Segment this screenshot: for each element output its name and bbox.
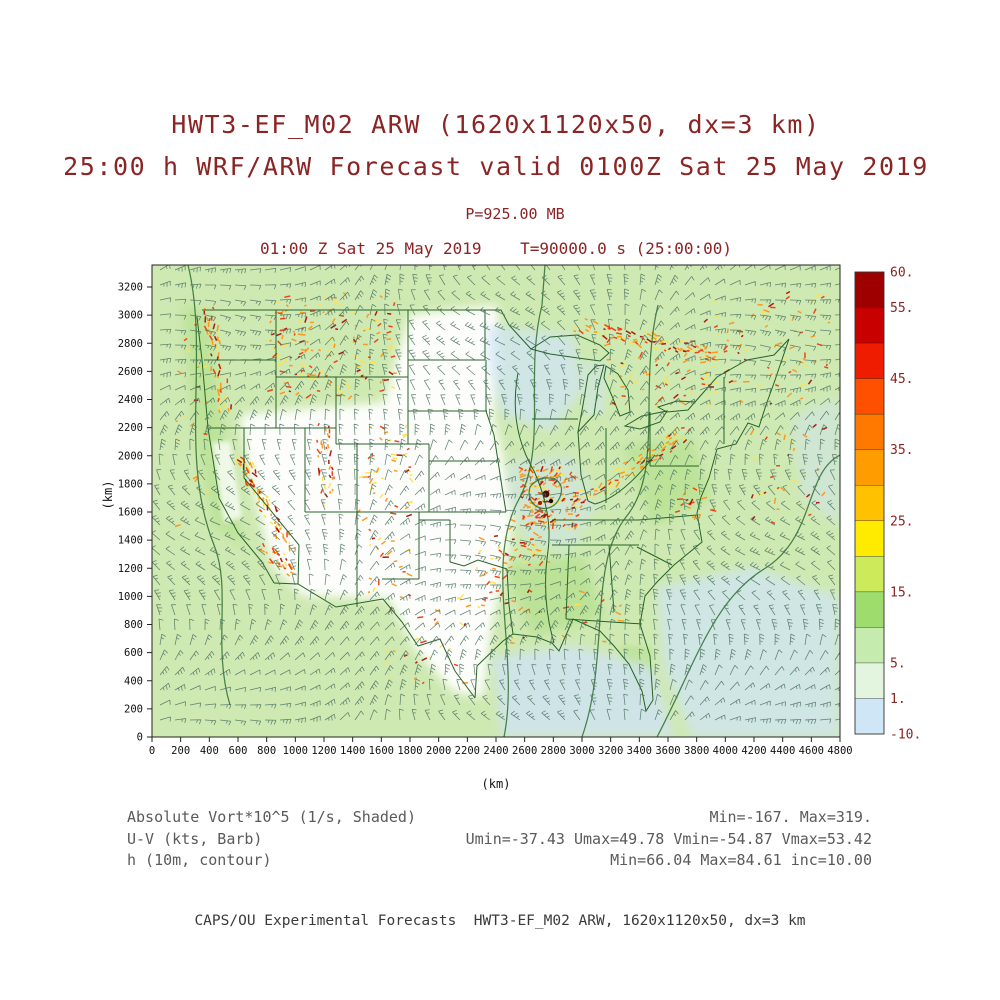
colorbar: 60. 55. 45. 35. 25. 15. 5. 1. -10. (854, 266, 921, 743)
x-tick-label: 4400 (770, 745, 795, 757)
legend-row-shaded: Absolute Vort*10^5 (1/s, Shaded) Min=-16… (127, 807, 872, 829)
legend-shaded-minmax: Min=-167. Max=319. (709, 808, 872, 826)
y-tick-label: 3000 (118, 310, 143, 322)
colorbar-tick-label: 1. (890, 692, 906, 707)
x-tick-label: 1800 (397, 745, 422, 757)
y-axis-unit-label: (km) (101, 480, 115, 510)
x-tick-label: 1400 (340, 745, 365, 757)
height-contour-lines (187, 265, 840, 737)
state-borders (196, 309, 790, 713)
y-tick-label: 2200 (118, 422, 143, 434)
legend-contour-minmax: Min=66.04 Max=84.61 inc=10.00 (610, 851, 872, 869)
y-tick-label: 2800 (118, 338, 143, 350)
colorbar-tick-label: 15. (890, 585, 913, 600)
field-legend: Absolute Vort*10^5 (1/s, Shaded) Min=-16… (127, 807, 872, 872)
y-tick-label: 1200 (118, 563, 143, 575)
colorbar-tick-label: 55. (890, 301, 913, 316)
x-tick-label: 4200 (741, 745, 766, 757)
x-tick-label: 4600 (799, 745, 824, 757)
x-axis-unit-label: (km) (481, 777, 511, 791)
x-tick-label: 3400 (627, 745, 652, 757)
x-tick-label: 200 (171, 745, 190, 757)
y-tick-label: 2400 (118, 394, 143, 406)
y-tick-label: 1000 (118, 591, 143, 603)
x-tick-label: 1600 (369, 745, 394, 757)
x-tick-label: 600 (229, 745, 248, 757)
x-tick-label: 4800 (827, 745, 852, 757)
y-tick-label: 200 (124, 703, 143, 715)
x-tick-label: 3800 (684, 745, 709, 757)
map-canvas (152, 265, 840, 737)
legend-shaded-name: Absolute Vort*10^5 (1/s, Shaded) (127, 808, 416, 826)
footer-caption: CAPS/OU Experimental Forecasts HWT3-EF_M… (194, 913, 806, 929)
y-tick-label: 2600 (118, 366, 143, 378)
wind-barbs (152, 265, 840, 726)
legend-row-wind: U-V (kts, Barb) Umin=-37.43 Umax=49.78 V… (127, 829, 872, 851)
legend-wind-minmax: Umin=-37.43 Umax=49.78 Vmin=-54.87 Vmax=… (465, 829, 872, 848)
y-tick-label: 400 (124, 675, 143, 687)
x-tick-label: 2600 (512, 745, 537, 757)
y-tick-label: 3200 (118, 282, 143, 294)
vorticity-shading-streaks (174, 289, 831, 685)
x-tick-label: 2000 (426, 745, 451, 757)
y-tick-label: 800 (124, 619, 143, 631)
axis-ticks: 0 200 400 600 800 1000 1200 1400 1600 1800 2000 220… (118, 282, 853, 758)
y-tick-label: 1400 (118, 535, 143, 547)
x-tick-label: 1200 (311, 745, 336, 757)
y-tick-label: 600 (124, 647, 143, 659)
pressure-level-label: P=925.00 MB (465, 205, 565, 223)
colorbar-tick-label: -10. (890, 728, 921, 743)
colorbar-tick-label: 5. (890, 656, 906, 671)
x-tick-label: 0 (149, 745, 155, 757)
x-tick-label: 3000 (569, 745, 594, 757)
y-tick-label: 1600 (118, 507, 143, 519)
colorbar-tick-label: 45. (890, 372, 913, 387)
title-line-2: 25:00 h WRF/ARW Forecast valid 0100Z Sat… (63, 152, 929, 181)
x-tick-label: 800 (257, 745, 276, 757)
legend-wind-name: U-V (kts, Barb) (127, 829, 263, 848)
x-tick-label: 3200 (598, 745, 623, 757)
colorbar-tick-label: 25. (890, 514, 913, 529)
x-tick-label: 2200 (455, 745, 480, 757)
x-tick-label: 2400 (483, 745, 508, 757)
x-tick-label: 2800 (541, 745, 566, 757)
colorbar-tick-label: 35. (890, 443, 913, 458)
x-tick-label: 400 (200, 745, 219, 757)
valid-time-label: 01:00 Z Sat 25 May 2019 T=90000.0 s (25:… (259, 239, 732, 258)
y-tick-label: 0 (137, 732, 143, 744)
title-line-1: HWT3-EF_M02 ARW (1620x1120x50, dx=3 km) (171, 110, 821, 139)
y-tick-label: 2000 (118, 450, 143, 462)
x-tick-label: 4000 (713, 745, 738, 757)
y-tick-label: 1800 (118, 478, 143, 490)
legend-row-contour: h (10m, contour) Min=66.04 Max=84.61 inc… (127, 850, 872, 872)
x-tick-label: 1000 (283, 745, 308, 757)
x-tick-label: 3600 (655, 745, 680, 757)
legend-contour-name: h (10m, contour) (127, 851, 272, 869)
colorbar-tick-label: 60. (890, 266, 913, 281)
